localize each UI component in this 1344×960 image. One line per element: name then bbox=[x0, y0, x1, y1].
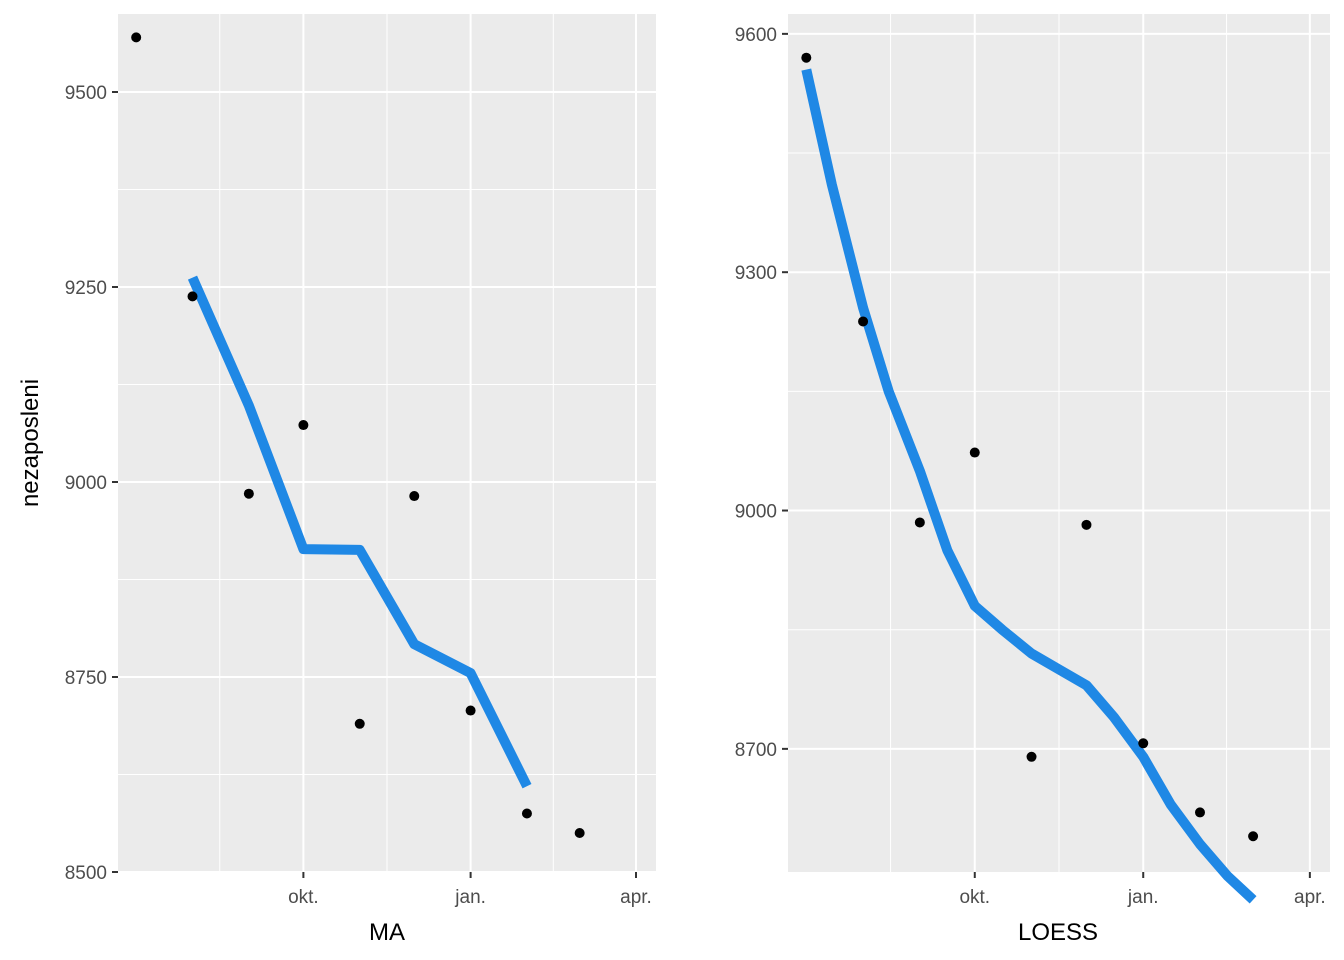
data-point bbox=[1081, 519, 1092, 530]
y-tick-label: 8500 bbox=[65, 863, 107, 884]
panel-ma-points-layer bbox=[131, 32, 585, 838]
data-point bbox=[187, 291, 198, 302]
y-tick-label: 9500 bbox=[65, 83, 107, 104]
y-axis-title: nezaposleni bbox=[17, 379, 44, 507]
y-tick-label: 9000 bbox=[735, 502, 777, 523]
x-tick-label: okt. bbox=[959, 887, 990, 908]
data-point bbox=[1194, 807, 1205, 818]
series-line bbox=[187, 275, 532, 789]
panel-loess-line-layer bbox=[801, 68, 1257, 904]
y-tick-label: 9250 bbox=[65, 278, 107, 299]
data-point bbox=[858, 316, 869, 327]
x-axis-title-ma: MA bbox=[369, 919, 405, 946]
data-point bbox=[1248, 831, 1259, 842]
panel-loess-x-ticks: okt. jan. apr. bbox=[959, 872, 1326, 908]
series-line bbox=[801, 68, 1257, 904]
x-tick-label: okt. bbox=[288, 887, 319, 908]
y-tick-label: 8700 bbox=[735, 740, 777, 761]
data-point bbox=[574, 828, 585, 838]
y-tick-label: 9300 bbox=[735, 263, 777, 284]
panel-loess-grid bbox=[788, 14, 1330, 872]
data-point bbox=[131, 32, 142, 43]
data-point bbox=[465, 705, 476, 716]
data-point bbox=[243, 488, 254, 499]
y-tick-label: 9600 bbox=[735, 25, 777, 46]
y-tick-label: 9000 bbox=[65, 473, 107, 494]
data-point bbox=[409, 491, 420, 502]
x-tick-label: jan. bbox=[1127, 887, 1159, 908]
panel-loess-y-ticks: 8700 9000 9300 9600 bbox=[735, 25, 788, 761]
data-point bbox=[298, 420, 309, 431]
data-point bbox=[801, 52, 812, 63]
panel-loess: 8700 9000 9300 9600 okt. jan. apr. LOESS bbox=[735, 14, 1330, 946]
data-point bbox=[969, 447, 980, 458]
data-point bbox=[521, 808, 532, 819]
panel-ma-grid bbox=[118, 14, 656, 873]
panel-ma-line-layer bbox=[187, 275, 532, 789]
data-point bbox=[1026, 751, 1037, 762]
x-tick-label: apr. bbox=[620, 887, 652, 908]
data-point bbox=[354, 718, 365, 729]
data-point bbox=[1138, 738, 1149, 749]
x-tick-label: jan. bbox=[454, 887, 486, 908]
x-tick-label: apr. bbox=[1294, 887, 1326, 908]
panel-loess-points-layer bbox=[801, 52, 1259, 842]
y-tick-label: 8750 bbox=[65, 668, 107, 689]
x-axis-title-loess: LOESS bbox=[1018, 919, 1098, 946]
panel-ma: 8500 8750 9000 9250 9500 okt. jan. apr. MA nez… bbox=[17, 14, 656, 946]
panel-ma-y-ticks: 8500 8750 9000 9250 9500 bbox=[65, 83, 118, 884]
panel-ma-x-ticks: okt. jan. apr. bbox=[288, 872, 652, 908]
data-point bbox=[914, 517, 925, 528]
